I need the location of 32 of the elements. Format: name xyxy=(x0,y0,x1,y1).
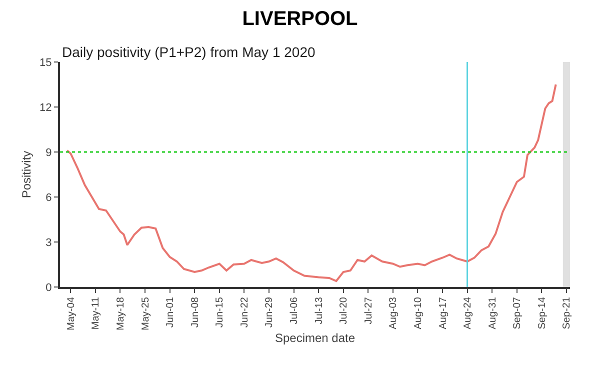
y-tick-label: 6 xyxy=(46,192,52,204)
x-axis-title: Specimen date xyxy=(274,330,356,345)
x-tick-label: Jun-15 xyxy=(214,296,226,328)
chart-subtitle: Daily positivity (P1+P2) from May 1 2020 xyxy=(62,44,316,60)
x-tick-label: Aug-17 xyxy=(438,296,449,330)
x-tick-label: Jun-01 xyxy=(165,296,176,328)
x-tick-label: May-18 xyxy=(115,296,126,330)
x-tick-label: Jul-13 xyxy=(314,296,325,324)
y-tick-label: 15 xyxy=(40,56,52,69)
x-tick-label: Aug-31 xyxy=(487,296,498,330)
x-tick-label: Jul-27 xyxy=(363,296,374,324)
x-tick-label: Aug-03 xyxy=(388,296,400,330)
x-tick-label: May-04 xyxy=(66,296,77,330)
x-tick-label: Aug-10 xyxy=(412,296,424,330)
chart-title: LIVERPOOL xyxy=(242,8,358,30)
x-tick-label: May-11 xyxy=(90,296,102,330)
y-tick-label: 12 xyxy=(40,102,52,114)
x-tick-label: Sep-21 xyxy=(562,296,573,330)
x-tick-label: Jul-06 xyxy=(289,296,300,324)
x-tick-label: Jun-08 xyxy=(190,296,201,328)
x-tick-label: Jul-20 xyxy=(338,296,350,324)
x-tick-label: Aug-24 xyxy=(462,296,474,330)
y-axis-title: Positivity xyxy=(19,150,34,198)
x-tick-label: Jun-29 xyxy=(264,296,276,328)
y-tick-label: 0 xyxy=(46,282,52,294)
x-tick-label: Sep-07 xyxy=(512,296,524,330)
y-tick-label: 3 xyxy=(46,236,52,249)
x-tick-label: Sep-14 xyxy=(536,296,548,330)
x-tick-label: May-25 xyxy=(140,296,152,330)
x-tick-label: Jun-22 xyxy=(239,296,250,328)
y-tick-label: 9 xyxy=(46,146,52,159)
line-series xyxy=(66,84,557,282)
